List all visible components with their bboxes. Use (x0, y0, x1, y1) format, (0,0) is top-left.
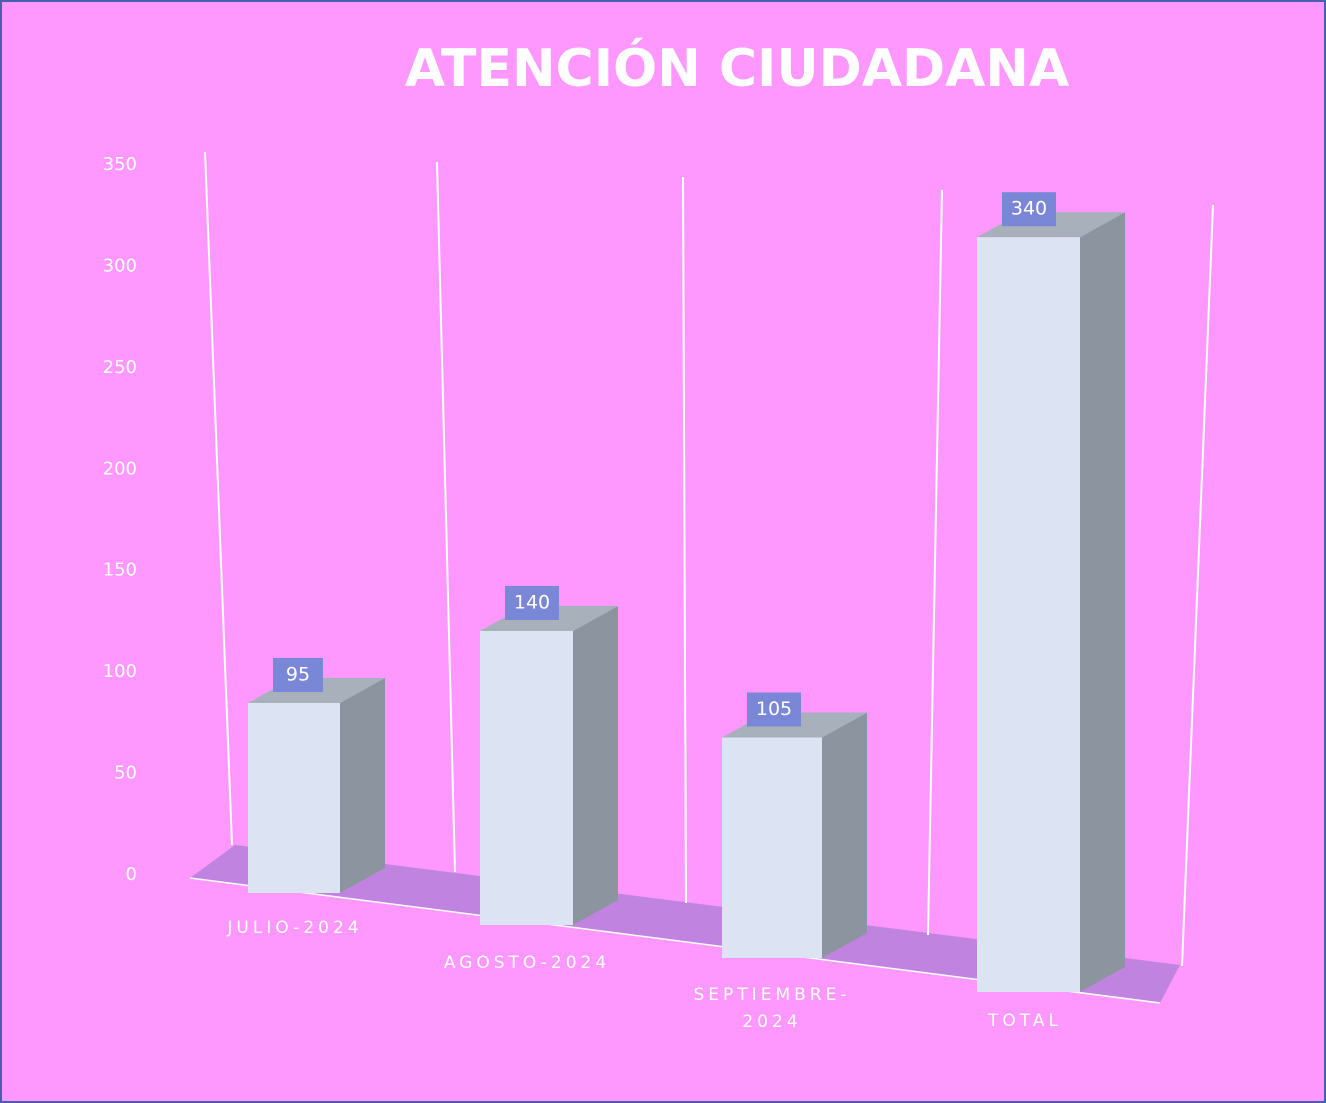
value-label-box (505, 586, 559, 620)
y-tick-label: 350 (103, 154, 137, 175)
floor (190, 845, 1180, 1003)
value-label: 105 (756, 698, 792, 720)
x-tick-label: JULIO-2024 (227, 918, 363, 938)
bar-side (340, 678, 385, 893)
value-label: 140 (514, 592, 550, 614)
y-tick-label: 50 (114, 763, 137, 784)
bar (480, 606, 618, 925)
value-label-box (1002, 192, 1056, 227)
bar-front (977, 237, 1080, 992)
y-tick-label: 100 (103, 661, 137, 682)
bar-side (1080, 212, 1125, 992)
bar (248, 678, 385, 893)
y-tick-label: 0 (126, 864, 137, 885)
bar-side (573, 606, 618, 925)
value-label-box (273, 658, 323, 692)
value-label: 95 (286, 664, 310, 686)
x-tick-label: TOTAL (988, 1011, 1062, 1031)
y-tick-label: 200 (103, 458, 137, 479)
bar (977, 212, 1125, 992)
y-tick-label: 300 (103, 255, 137, 276)
y-tick-label: 250 (103, 357, 137, 378)
x-tick-label: SEPTIEMBRE-2024 (693, 985, 851, 1032)
bar-side (822, 712, 867, 958)
x-tick-label: AGOSTO-2024 (443, 953, 611, 973)
bar-front (248, 703, 340, 893)
value-label: 340 (1011, 198, 1047, 220)
value-label-box (747, 692, 801, 727)
bar (722, 712, 867, 958)
y-tick-label: 150 (103, 560, 137, 581)
bar-front (722, 737, 822, 958)
bar-front (480, 631, 573, 925)
chart-title: ATENCIÓN CIUDADANA (405, 37, 1069, 99)
